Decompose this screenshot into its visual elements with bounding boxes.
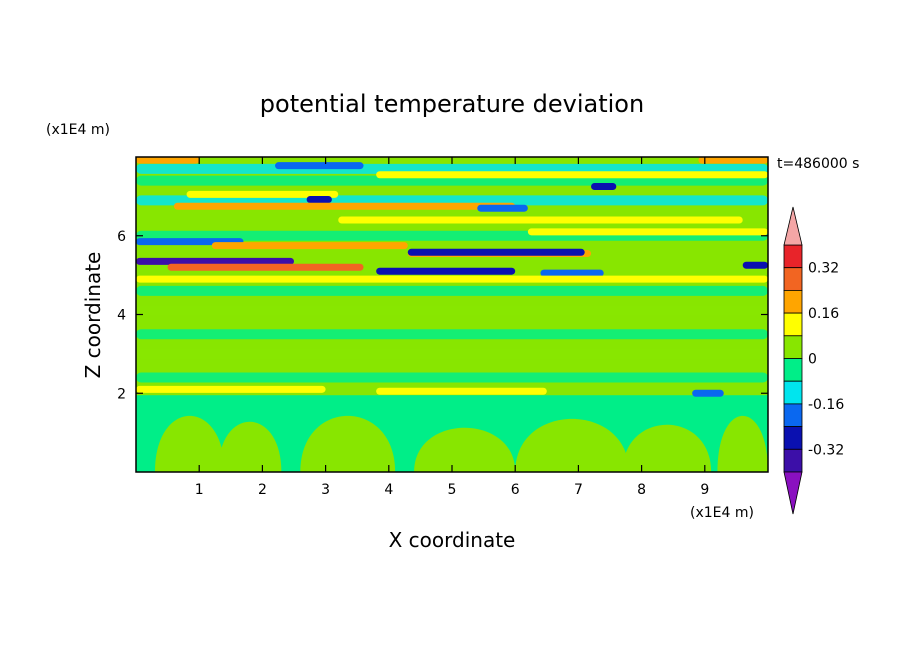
field-lobe	[515, 418, 629, 472]
x-tick-label: 9	[700, 482, 709, 498]
colorbar-bottom-arrow	[783, 471, 803, 515]
contour-band	[376, 387, 547, 395]
colorbar-label: -0.16	[808, 397, 844, 413]
contour-fills	[136, 156, 768, 472]
contour-band	[376, 267, 516, 275]
field-lobe	[622, 424, 712, 472]
contour-band	[591, 183, 617, 191]
field-band	[136, 329, 768, 340]
colorbar-label: 0.32	[808, 261, 839, 277]
x-tick-label: 5	[448, 482, 457, 498]
contour-band	[211, 242, 408, 250]
colorbar-segment	[783, 267, 803, 291]
colorbar-label: 0.16	[808, 306, 839, 322]
chart-title: potential temperature deviation	[260, 90, 644, 118]
time-label: t=486000 s	[777, 156, 859, 172]
colorbar-segment	[783, 403, 803, 427]
colorbar-segment	[783, 335, 803, 359]
contour-band	[167, 263, 364, 271]
field-band	[136, 348, 768, 359]
contour-band	[742, 261, 768, 269]
x-axis-label: X coordinate	[389, 528, 516, 552]
y-tick-label: 4	[117, 308, 126, 324]
contour-band	[338, 216, 743, 224]
plot-area: 1 2 3 4 5 6 7 8 9 2 4 6	[117, 156, 769, 498]
colorbar-segment	[783, 426, 803, 450]
field-lobe	[717, 415, 768, 472]
contour-band	[407, 248, 585, 256]
colorbar-segment	[783, 244, 803, 269]
contour-band	[376, 171, 768, 179]
contour-band	[477, 204, 528, 212]
field-lobe	[300, 415, 396, 472]
field-lobe	[218, 421, 282, 472]
x-tick-label: 2	[258, 482, 267, 498]
x-tick-label: 3	[321, 482, 330, 498]
field-band	[136, 305, 768, 316]
contour-band	[136, 257, 294, 265]
colorbar-label: -0.32	[808, 442, 844, 458]
axis-ticks: 1 2 3 4 5 6 7 8 9 2 4 6	[117, 157, 768, 498]
contour-band	[136, 385, 326, 393]
y-axis-label: Z coordinate	[81, 252, 105, 379]
y-tick-label: 6	[117, 229, 126, 245]
colorbar-segment	[783, 448, 803, 473]
colorbar-segment	[783, 380, 803, 405]
contour-band	[186, 190, 339, 198]
colorbar-segment	[783, 358, 803, 382]
contour-band	[136, 275, 768, 283]
colorbar-top-arrow	[783, 206, 803, 246]
x-tick-label: 7	[574, 482, 583, 498]
colorbar-segment	[783, 312, 803, 337]
contour-band	[173, 202, 516, 210]
field-lobe	[414, 427, 516, 472]
x-tick-label: 4	[384, 482, 393, 498]
contour-band	[692, 389, 724, 397]
y-tick-label: 2	[117, 386, 126, 402]
contour-band	[527, 228, 768, 236]
contour-band	[306, 196, 332, 204]
contour-band	[275, 162, 364, 170]
contour-band	[698, 156, 768, 164]
x-tick-label: 8	[637, 482, 646, 498]
colorbar: 0.32 0.16 0 -0.16 -0.32	[783, 206, 844, 515]
x-tick-label: 6	[511, 482, 520, 498]
colorbar-segment	[783, 289, 803, 314]
contour-band	[540, 269, 604, 277]
contour-band	[136, 156, 200, 164]
field-band	[136, 285, 768, 296]
field-band	[136, 372, 768, 383]
x-tick-label: 1	[195, 482, 204, 498]
field-lobe	[154, 415, 225, 472]
colorbar-label: 0	[808, 352, 817, 368]
x-unit-label: (x1E4 m)	[690, 505, 754, 521]
y-unit-label: (x1E4 m)	[46, 122, 110, 138]
